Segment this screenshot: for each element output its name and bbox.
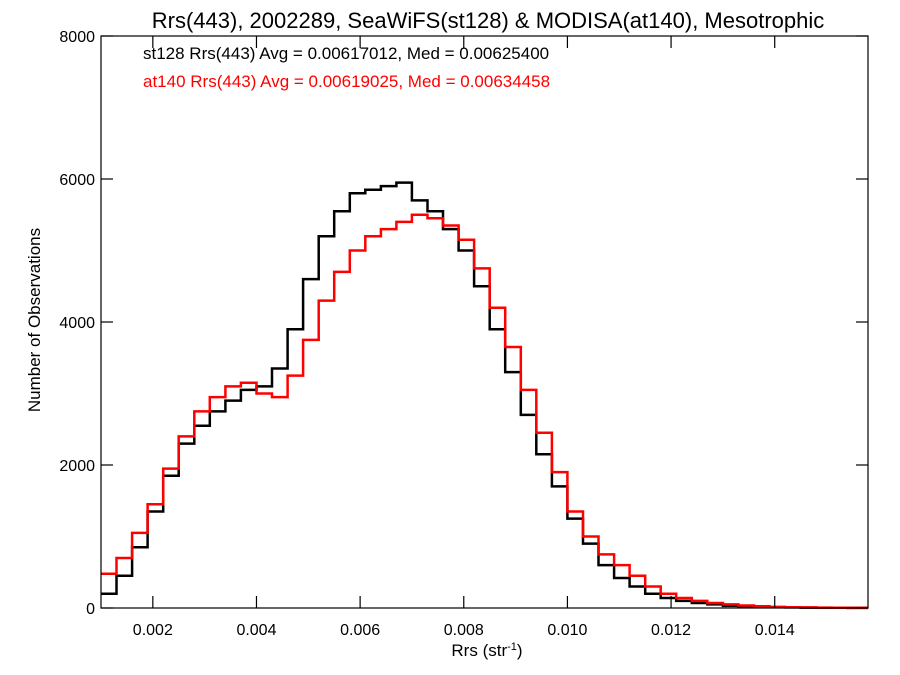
x-tick-label: 0.006	[340, 622, 380, 639]
y-axis-label: Number of Observations	[25, 228, 44, 412]
y-tick-label: 8000	[59, 29, 95, 46]
x-axis-label-superscript: -1	[507, 641, 517, 653]
x-tick-label: 0.012	[651, 622, 691, 639]
annotation-1: st128 Rrs(443) Avg = 0.00617012, Med = 0…	[143, 44, 549, 63]
plot-area: 0 2000 4000 6000 8000 0.002 0.004 0.006 0.008 0.0…	[59, 29, 869, 639]
x-axis-label: Rrs (str-1)	[451, 641, 522, 660]
y-tick-label: 2000	[59, 458, 95, 475]
x-axis-label-end: )	[517, 641, 523, 660]
plot-frame	[100, 35, 869, 609]
x-tick-label: 0.010	[547, 622, 587, 639]
series-line-1	[101, 181, 868, 610]
x-tick-label: 0.014	[755, 622, 795, 639]
y-tick-label: 6000	[59, 172, 95, 189]
y-tick-label: 4000	[59, 315, 95, 332]
x-tick-label: 0.008	[444, 622, 484, 639]
chart-title: Rrs(443), 2002289, SeaWiFS(st128) & MODI…	[152, 8, 825, 33]
annotation-2: at140 Rrs(443) Avg = 0.00619025, Med = 0…	[143, 72, 550, 91]
x-tick-label: 0.002	[133, 622, 173, 639]
series-line-2	[101, 213, 868, 610]
x-axis-label-main: Rrs (str	[451, 641, 507, 660]
x-tick-label: 0.004	[236, 622, 276, 639]
y-tick-label: 0	[86, 601, 95, 618]
